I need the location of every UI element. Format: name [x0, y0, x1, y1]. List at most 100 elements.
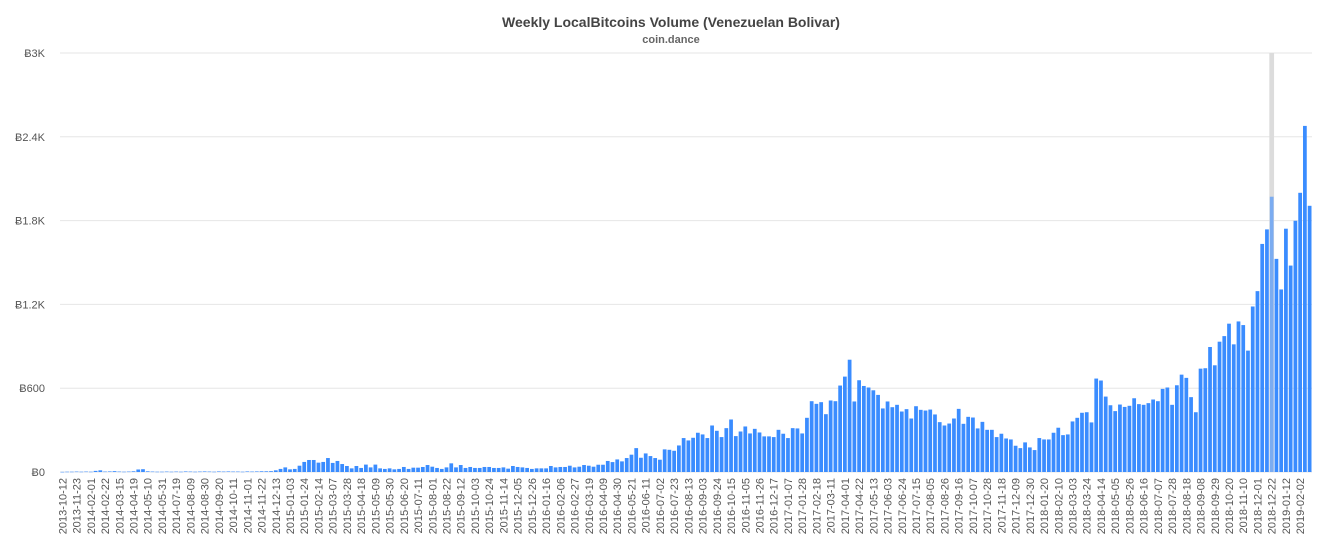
bar[interactable]	[1255, 291, 1260, 472]
bar[interactable]	[316, 462, 321, 472]
bar[interactable]	[1103, 396, 1108, 472]
bar[interactable]	[487, 466, 492, 472]
bar[interactable]	[1184, 377, 1189, 472]
bar[interactable]	[771, 437, 776, 472]
bar[interactable]	[1146, 403, 1151, 472]
bar[interactable]	[1094, 378, 1099, 472]
bar[interactable]	[307, 459, 311, 472]
bar[interactable]	[605, 460, 610, 472]
bar[interactable]	[164, 471, 169, 473]
bar[interactable]	[795, 428, 800, 472]
bar[interactable]	[724, 428, 729, 472]
bar[interactable]	[345, 465, 349, 472]
bar[interactable]	[885, 401, 890, 472]
bar[interactable]	[857, 380, 861, 472]
bar[interactable]	[454, 467, 458, 472]
bar[interactable]	[354, 465, 359, 472]
bar[interactable]	[1084, 412, 1089, 472]
bar[interactable]	[520, 467, 525, 472]
bar[interactable]	[994, 437, 999, 472]
bar[interactable]	[226, 471, 231, 472]
bar[interactable]	[107, 471, 112, 472]
bar[interactable]	[160, 471, 164, 473]
bar[interactable]	[202, 471, 207, 472]
bar[interactable]	[65, 471, 69, 473]
bar[interactable]	[1189, 397, 1193, 472]
bar[interactable]	[729, 419, 733, 472]
bar[interactable]	[444, 467, 449, 472]
bar[interactable]	[695, 432, 700, 472]
bar[interactable]	[880, 408, 885, 472]
bar[interactable]	[430, 466, 435, 472]
bar[interactable]	[88, 471, 93, 473]
bar[interactable]	[895, 404, 899, 472]
bar[interactable]	[1032, 450, 1037, 472]
bar[interactable]	[1122, 406, 1127, 472]
bar[interactable]	[928, 409, 933, 472]
bar[interactable]	[482, 466, 487, 472]
bar[interactable]	[1208, 346, 1212, 472]
bar[interactable]	[259, 471, 264, 472]
bar[interactable]	[136, 469, 141, 472]
bar[interactable]	[1013, 445, 1018, 472]
bar[interactable]	[634, 448, 639, 472]
bar[interactable]	[98, 470, 103, 472]
bar[interactable]	[956, 408, 961, 472]
bar[interactable]	[126, 471, 131, 473]
bar[interactable]	[648, 456, 653, 472]
bar[interactable]	[776, 429, 781, 472]
bar[interactable]	[292, 468, 297, 472]
bar[interactable]	[937, 422, 942, 472]
bar[interactable]	[1231, 344, 1236, 472]
bar[interactable]	[145, 471, 150, 472]
bar[interactable]	[231, 471, 235, 473]
bar[interactable]	[828, 400, 833, 472]
bar[interactable]	[786, 438, 790, 472]
bar[interactable]	[273, 470, 278, 472]
bar[interactable]	[876, 394, 880, 472]
bar[interactable]	[235, 471, 240, 473]
bar[interactable]	[624, 458, 629, 472]
bar[interactable]	[1042, 439, 1046, 472]
bar[interactable]	[368, 467, 373, 472]
bar[interactable]	[952, 418, 956, 472]
bar[interactable]	[278, 468, 283, 472]
bar[interactable]	[1212, 365, 1217, 472]
bar[interactable]	[1293, 220, 1298, 472]
bar[interactable]	[1099, 380, 1103, 472]
bar[interactable]	[183, 471, 188, 472]
bar[interactable]	[534, 468, 539, 472]
bar[interactable]	[221, 471, 226, 473]
bar[interactable]	[1227, 323, 1231, 472]
bar[interactable]	[1170, 404, 1174, 472]
bar[interactable]	[1284, 228, 1288, 472]
bar[interactable]	[501, 467, 506, 472]
bar[interactable]	[1307, 205, 1312, 472]
bar[interactable]	[567, 465, 572, 472]
bar[interactable]	[254, 471, 259, 472]
bar[interactable]	[1080, 412, 1084, 472]
bar[interactable]	[530, 468, 534, 472]
bar[interactable]	[1018, 448, 1023, 472]
bar[interactable]	[923, 410, 928, 472]
bar[interactable]	[373, 464, 378, 472]
bar[interactable]	[506, 468, 511, 472]
bar[interactable]	[212, 471, 216, 473]
bar[interactable]	[1193, 412, 1198, 472]
bar[interactable]	[819, 402, 824, 472]
bar[interactable]	[288, 469, 292, 472]
bar[interactable]	[1056, 427, 1061, 472]
bar[interactable]	[847, 359, 852, 472]
bar[interactable]	[805, 417, 809, 472]
bar[interactable]	[814, 403, 819, 472]
bar[interactable]	[714, 430, 719, 472]
bar[interactable]	[122, 471, 126, 473]
bar[interactable]	[733, 436, 738, 472]
bar[interactable]	[302, 461, 307, 472]
bar[interactable]	[738, 431, 743, 472]
bar[interactable]	[933, 414, 937, 472]
bar[interactable]	[193, 471, 198, 473]
bar[interactable]	[1127, 405, 1132, 472]
bar[interactable]	[525, 467, 529, 472]
bar[interactable]	[492, 467, 496, 472]
